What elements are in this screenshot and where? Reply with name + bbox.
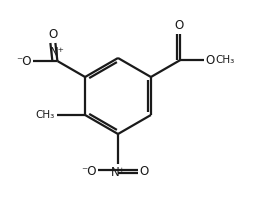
Text: ⁻O: ⁻O	[16, 54, 31, 68]
Text: O: O	[205, 53, 215, 67]
Text: CH₃: CH₃	[215, 55, 235, 65]
Text: N⁺: N⁺	[50, 46, 65, 59]
Text: CH₃: CH₃	[36, 110, 55, 120]
Text: ⁻O: ⁻O	[81, 165, 97, 178]
Text: O: O	[174, 19, 183, 32]
Text: O: O	[139, 165, 148, 178]
Text: O: O	[49, 28, 58, 41]
Text: N⁺: N⁺	[111, 166, 125, 179]
